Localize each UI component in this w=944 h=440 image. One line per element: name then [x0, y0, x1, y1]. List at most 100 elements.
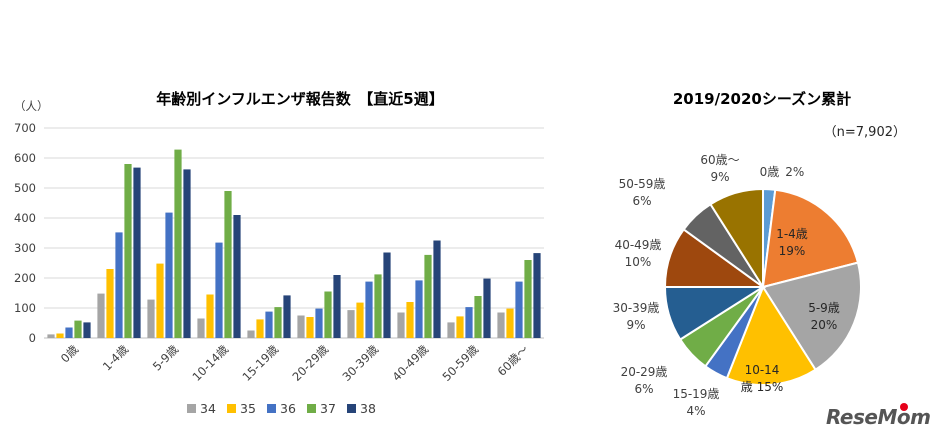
bar-38-6 — [383, 252, 391, 338]
bar-36-4 — [265, 311, 273, 338]
bar-38-1 — [133, 167, 141, 338]
y-tick-label: 500 — [14, 181, 36, 195]
legend-swatch-38 — [347, 404, 356, 413]
pie-chart-title: 2019/2020シーズン累計 — [673, 90, 851, 108]
bar-35-0 — [56, 333, 64, 338]
legend-swatch-34 — [187, 404, 196, 413]
bar-34-9 — [497, 312, 505, 338]
bar-34-5 — [297, 315, 305, 338]
bar-chart-title: 年齢別インフルエンザ報告数 【直近5週】 — [156, 90, 444, 108]
bar-36-6 — [365, 281, 373, 338]
x-tick-label: 0歳 — [58, 342, 82, 366]
pie-slice-3 — [725, 284, 817, 386]
bar-37-0 — [74, 320, 82, 338]
pie-chart: 2019/2020シーズン累計 （n=7,902） 0歳 2% 1-4歳 19% 5-9… — [613, 90, 906, 418]
bar-38-4 — [283, 295, 291, 338]
legend-label: 37 — [320, 401, 336, 416]
pie-label-name: 20-29歳 — [621, 365, 668, 379]
bar-35-3 — [206, 294, 214, 338]
pie-label-name: 5-9歳 — [808, 301, 840, 315]
bar-38-5 — [333, 275, 341, 338]
bar-35-9 — [506, 308, 514, 338]
y-tick-label: 200 — [14, 271, 36, 285]
pie-slice-1 — [761, 188, 860, 289]
pie-slice-2 — [761, 261, 862, 372]
bar-chart-y-unit: （人） — [14, 99, 49, 113]
bar-36-0 — [65, 327, 73, 338]
bar-34-0 — [47, 334, 55, 338]
bar-35-6 — [356, 302, 364, 338]
legend-label: 38 — [360, 401, 376, 416]
bar-36-5 — [315, 308, 323, 338]
bar-chart: 年齢別インフルエンザ報告数 【直近5週】 （人） 0 100 200 300 400 50… — [14, 90, 544, 416]
pie-label-name: 15-19歳 — [673, 387, 720, 401]
bar-36-2 — [165, 212, 173, 338]
x-tick-label: 40-49歳 — [389, 342, 431, 384]
y-tick-label: 300 — [14, 241, 36, 255]
bar-35-1 — [106, 269, 114, 338]
pie-label-pct: 20% — [811, 318, 838, 332]
pie-label-pct: 6% — [632, 194, 651, 208]
bar-37-7 — [424, 254, 432, 338]
bar-38-0 — [83, 322, 91, 338]
bar-38-8 — [483, 278, 491, 338]
bar-35-7 — [406, 302, 414, 338]
bar-37-2 — [174, 149, 182, 338]
bar-37-3 — [224, 191, 232, 338]
pie-label-pct: 歳 15% — [741, 380, 784, 394]
y-tick-label: 0 — [29, 331, 36, 345]
bar-38-9 — [533, 253, 541, 338]
pie-label-pct: 4% — [686, 404, 705, 418]
legend-swatch-36 — [267, 404, 276, 413]
bar-36-3 — [215, 242, 223, 338]
bar-37-9 — [524, 260, 532, 338]
bar-34-3 — [197, 318, 205, 338]
x-tick-label: 30-39歳 — [339, 342, 381, 384]
bar-36-7 — [415, 280, 423, 338]
bar-38-2 — [183, 169, 191, 338]
pie-label: 0歳 2% — [760, 165, 805, 179]
bar-38-7 — [433, 240, 441, 338]
bar-37-5 — [324, 291, 332, 338]
pie-label-name: 60歳～ — [700, 153, 739, 167]
y-tick-label: 700 — [14, 121, 36, 135]
bar-34-2 — [147, 299, 155, 338]
legend-label: 34 — [200, 401, 216, 416]
pie-slice-9 — [709, 187, 764, 291]
bar-34-7 — [397, 312, 405, 338]
legend-label: 35 — [240, 401, 256, 416]
pie-label-name: 50-59歳 — [619, 177, 666, 191]
bar-35-4 — [256, 319, 264, 338]
y-tick-label: 400 — [14, 211, 36, 225]
x-tick-label: 50-59歳 — [439, 342, 481, 384]
pie-label-name: 40-49歳 — [615, 238, 662, 252]
legend-swatch-35 — [227, 404, 236, 413]
x-tick-label: 5-9歳 — [150, 342, 182, 374]
legend-swatch-37 — [307, 404, 316, 413]
pie-label-name: 0歳 — [760, 165, 780, 179]
x-tick-label: 1-4歳 — [100, 342, 132, 374]
pie-label-name: 1-4歳 — [776, 227, 808, 241]
x-tick-label: 20-29歳 — [289, 342, 331, 384]
bar-36-8 — [465, 307, 473, 338]
pie-chart-subtitle: （n=7,902） — [824, 125, 906, 140]
bar-34-8 — [447, 322, 455, 338]
bar-37-4 — [274, 307, 282, 338]
bar-38-3 — [233, 215, 241, 338]
bar-36-9 — [515, 281, 523, 338]
pie-label-pct: 9% — [710, 170, 729, 184]
bar-37-8 — [474, 296, 482, 338]
pie-label-name: 30-39歳 — [613, 301, 660, 315]
bar-35-2 — [156, 263, 164, 338]
bar-37-6 — [374, 274, 382, 338]
x-tick-label: 60歳～ — [495, 342, 532, 379]
bar-37-1 — [124, 164, 132, 338]
y-tick-label: 100 — [14, 301, 36, 315]
x-tick-label: 10-14歳 — [189, 342, 231, 384]
bar-34-1 — [97, 293, 105, 338]
bar-36-1 — [115, 232, 123, 338]
bar-35-8 — [456, 316, 464, 338]
bar-34-6 — [347, 310, 355, 338]
pie-label-pct: 10% — [625, 255, 652, 269]
bar-35-5 — [306, 317, 314, 338]
